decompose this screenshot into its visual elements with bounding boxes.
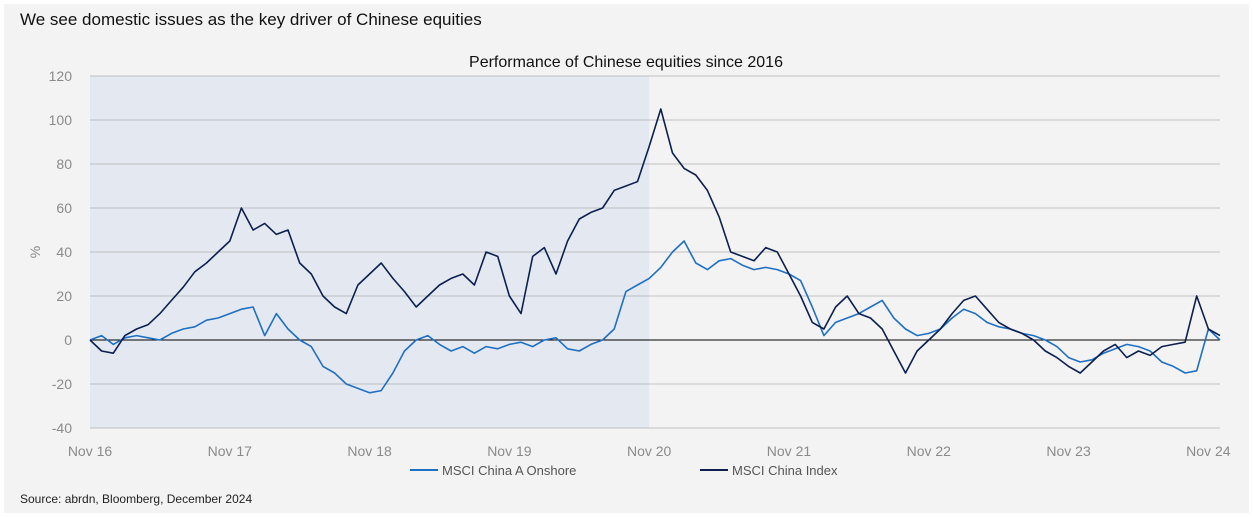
y-tick-label: 120: [49, 68, 73, 84]
x-tick-label: Nov 17: [208, 443, 253, 459]
y-tick-label: 80: [56, 156, 72, 172]
x-axis-ticks: Nov 16 Nov 17 Nov 18 Nov 19 Nov 20 Nov 21 Nov …: [68, 443, 1231, 459]
y-axis-label: %: [27, 246, 43, 258]
headline: We see domestic issues as the key driver…: [20, 10, 482, 29]
y-tick-label: -20: [52, 376, 72, 392]
y-tick-label: 60: [56, 200, 72, 216]
legend-label: MSCI China Index: [732, 463, 838, 478]
gridlines: [90, 75, 1220, 429]
x-tick-label: Nov 21: [767, 443, 812, 459]
series-lines: [89, 108, 1221, 394]
x-tick-label: Nov 16: [68, 443, 113, 459]
x-tick-label: Nov 18: [347, 443, 392, 459]
y-tick-label: 100: [49, 112, 73, 128]
y-tick-label: 40: [56, 244, 72, 260]
x-tick-label: Nov 24: [1186, 443, 1231, 459]
legend: MSCI China A Onshore MSCI China Index: [410, 463, 838, 478]
series-line-msci-china-a-onshore: [89, 240, 1221, 394]
x-tick-label: Nov 20: [627, 443, 672, 459]
series-line-msci-china-index: [89, 108, 1221, 374]
legend-label: MSCI China A Onshore: [442, 463, 576, 478]
x-tick-label: Nov 22: [907, 443, 952, 459]
y-tick-label: -40: [52, 420, 72, 436]
chart-title: Performance of Chinese equities since 20…: [469, 54, 783, 71]
x-tick-label: Nov 19: [487, 443, 532, 459]
y-tick-label: 20: [56, 288, 72, 304]
source-note: Source: abrdn, Bloomberg, December 2024: [20, 492, 253, 506]
y-tick-label: 0: [64, 332, 72, 348]
y-axis-ticks: -40 -20 0 20 40 60 80 100 120: [49, 68, 73, 436]
x-tick-label: Nov 23: [1046, 443, 1091, 459]
